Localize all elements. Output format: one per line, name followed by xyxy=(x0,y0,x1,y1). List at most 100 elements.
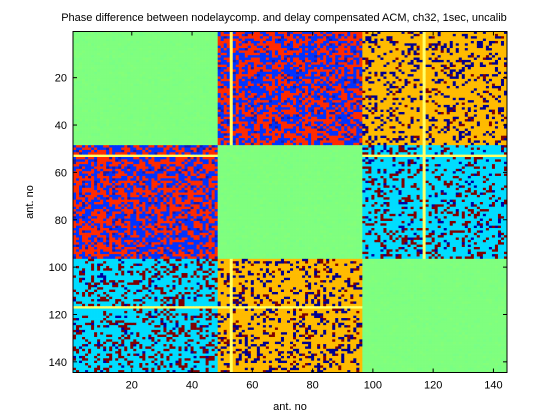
heatmap-cell xyxy=(85,81,88,84)
heatmap-cell xyxy=(335,39,338,42)
heatmap-cell xyxy=(91,62,94,65)
heatmap-cell xyxy=(272,43,275,46)
heatmap-cell xyxy=(362,110,365,113)
heatmap-cell xyxy=(151,69,154,72)
heatmap-cell xyxy=(76,105,79,108)
heatmap-cell xyxy=(329,48,332,51)
heatmap-cell xyxy=(389,107,392,110)
heatmap-cell xyxy=(435,103,438,106)
heatmap-cell xyxy=(332,86,335,89)
heatmap-cell xyxy=(323,65,326,68)
heatmap-cell xyxy=(272,69,275,72)
heatmap-cell xyxy=(230,79,233,82)
heatmap-cell xyxy=(441,103,444,106)
heatmap-cell xyxy=(185,74,188,77)
heatmap-cell xyxy=(94,88,97,91)
heatmap-cell xyxy=(79,55,82,58)
heatmap-cell xyxy=(191,88,194,91)
heatmap-cell xyxy=(221,48,224,51)
heatmap-cell xyxy=(414,62,417,65)
heatmap-cell xyxy=(266,55,269,58)
heatmap-cell xyxy=(266,79,269,82)
heatmap-cell xyxy=(362,74,365,77)
heatmap-cell xyxy=(197,69,200,72)
heatmap-cell xyxy=(402,100,405,103)
heatmap-cell xyxy=(350,95,353,98)
heatmap-cell xyxy=(477,88,480,91)
heatmap-cell xyxy=(290,110,293,113)
heatmap-cell xyxy=(402,98,405,101)
heatmap-cell xyxy=(103,41,106,44)
heatmap-cell xyxy=(94,48,97,51)
heatmap-cell xyxy=(115,34,118,37)
heatmap-cell xyxy=(284,79,287,82)
heatmap-cell xyxy=(383,81,386,84)
heatmap-cell xyxy=(88,84,91,87)
heatmap-cell xyxy=(501,39,504,42)
heatmap-cell xyxy=(163,58,166,61)
heatmap-cell xyxy=(296,86,299,89)
heatmap-cell xyxy=(269,103,272,106)
heatmap-cell xyxy=(290,112,293,115)
heatmap-cell xyxy=(402,43,405,46)
heatmap-cell xyxy=(314,39,317,42)
heatmap-cell xyxy=(368,107,371,110)
heatmap-cell xyxy=(462,86,465,89)
heatmap-cell xyxy=(308,53,311,56)
heatmap-cell xyxy=(245,50,248,53)
heatmap-cell xyxy=(284,100,287,103)
heatmap-cell xyxy=(329,95,332,98)
heatmap-cell xyxy=(359,112,362,115)
heatmap-cell xyxy=(230,105,233,108)
heatmap-cell xyxy=(121,112,124,115)
heatmap-cell xyxy=(215,110,218,113)
heatmap-cell xyxy=(100,34,103,37)
heatmap-cell xyxy=(323,46,326,49)
heatmap-cell xyxy=(251,107,254,110)
heatmap-cell xyxy=(411,69,414,72)
heatmap-cell xyxy=(118,69,121,72)
heatmap-cell xyxy=(347,36,350,39)
heatmap-cell xyxy=(323,91,326,94)
heatmap-cell xyxy=(441,86,444,89)
heatmap-cell xyxy=(453,46,456,49)
heatmap-cell xyxy=(350,79,353,82)
heatmap-cell xyxy=(383,41,386,44)
heatmap-cell xyxy=(408,41,411,44)
heatmap-cell xyxy=(462,76,465,79)
heatmap-cell xyxy=(338,110,341,113)
heatmap-cell xyxy=(278,69,281,72)
heatmap-cell xyxy=(326,58,329,61)
heatmap-cell xyxy=(169,100,172,103)
heatmap-cell xyxy=(293,46,296,49)
heatmap-cell xyxy=(236,69,239,72)
heatmap-cell xyxy=(248,41,251,44)
heatmap-cell xyxy=(423,76,426,79)
heatmap-cell xyxy=(212,95,215,98)
heatmap-cell xyxy=(447,81,450,84)
heatmap-cell xyxy=(97,107,100,110)
heatmap-cell xyxy=(194,60,197,63)
heatmap-cell xyxy=(414,48,417,51)
heatmap-cell xyxy=(136,86,139,89)
heatmap-cell xyxy=(465,76,468,79)
heatmap-cell xyxy=(326,86,329,89)
heatmap-cell xyxy=(260,100,263,103)
heatmap-cell xyxy=(462,60,465,63)
heatmap-cell xyxy=(91,39,94,42)
heatmap-cell xyxy=(227,36,230,39)
heatmap-cell xyxy=(293,91,296,94)
heatmap-cell xyxy=(182,84,185,87)
heatmap-cell xyxy=(166,84,169,87)
heatmap-cell xyxy=(399,98,402,101)
heatmap-cell xyxy=(290,34,293,37)
heatmap-cell xyxy=(191,93,194,96)
heatmap-cell xyxy=(130,112,133,115)
heatmap-cell xyxy=(302,95,305,98)
heatmap-cell xyxy=(112,39,115,42)
heatmap-cell xyxy=(97,103,100,106)
heatmap-cell xyxy=(483,39,486,42)
heatmap-cell xyxy=(188,103,191,106)
heatmap-cell xyxy=(380,110,383,113)
heatmap-cell xyxy=(438,81,441,84)
